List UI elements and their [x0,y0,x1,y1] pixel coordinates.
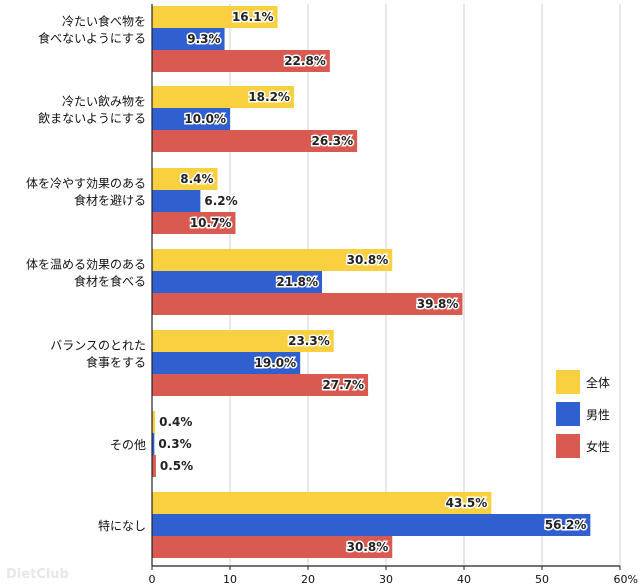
bar-6-1 [152,514,591,536]
category-label: 飲まないようにする [38,111,146,126]
legend-label: 男性 [586,408,610,422]
category-label: 体を温める効果のある [26,257,146,272]
bar-2-2 [152,212,236,234]
value-label: 19.0% [255,356,297,370]
value-label: 6.2% [204,194,237,208]
category-label: 体を冷やす効果のある [26,176,146,191]
legend-label: 女性 [586,439,610,454]
tick-label: 30 [379,573,393,586]
bar-2-1 [152,190,201,212]
bar-3-1 [152,271,323,293]
category-label: 冷たい飲み物を [62,94,146,109]
value-label: 56.2% [545,518,587,532]
watermark-text: DietClub [6,567,69,582]
value-label: 21.8% [276,275,318,289]
value-label: 22.8% [284,54,326,68]
value-label: 39.8% [417,297,459,311]
bar-2-0 [152,168,218,190]
legend-swatch [556,434,580,458]
value-label: 0.3% [158,437,191,451]
bar-0-2 [152,50,330,72]
bar-4-0 [152,330,334,352]
value-label: 18.2% [248,90,290,104]
value-label: 43.5% [446,496,488,510]
value-label: 26.3% [311,134,353,148]
value-label: 0.4% [159,415,192,429]
category-label: 特になし [98,518,146,533]
bar-3-2 [152,293,463,315]
category-label: 冷たい食べ物を [62,14,146,29]
tick-label: 50 [535,573,549,586]
category-label: 食べないようにする [38,31,146,46]
bar-1-2 [152,130,358,152]
bar-5-2 [152,455,156,477]
tick-label: 10 [223,573,237,586]
legend-swatch [556,370,580,394]
value-label: 9.3% [187,32,220,46]
tick-label: 60% [614,573,638,586]
tick-label: 0 [149,573,156,586]
category-label: 食材を食べる [74,274,146,289]
value-label: 30.8% [347,540,389,554]
bar-6-0 [152,492,492,514]
category-label: バランスのとれた [50,339,146,353]
bar-0-1 [152,28,225,50]
bar-5-0 [152,411,156,433]
bar-4-2 [152,374,369,396]
tick-label: 20 [301,573,315,586]
category-label: 食事をする [86,355,146,370]
legend-swatch [556,402,580,426]
bar-1-1 [152,108,230,130]
tick-label: 40 [457,573,471,586]
value-label: 27.7% [322,378,364,392]
value-label: 16.1% [232,10,274,24]
bar-3-0 [152,249,393,271]
value-label: 10.7% [190,216,232,230]
bar-0-0 [152,6,278,28]
value-label: 10.0% [184,112,226,126]
category-label: 食材を避ける [74,193,146,208]
bar-4-1 [152,352,301,374]
x-axis: 0 10 20 30 40 50 60% [149,4,638,586]
category-label: その他 [110,438,146,452]
value-label: 0.5% [160,459,193,473]
legend-label: 全体 [586,375,610,390]
chart-bars [152,6,591,558]
value-label: 23.3% [288,334,330,348]
bar-5-1 [152,433,155,455]
bar-6-2 [152,536,393,558]
bar-1-0 [152,86,294,108]
value-label: 8.4% [180,172,213,186]
value-label: 30.8% [347,253,389,267]
